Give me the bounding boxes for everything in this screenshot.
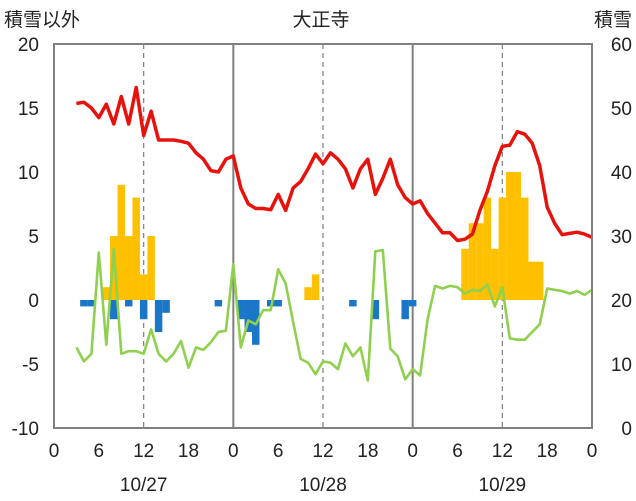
line-series — [75, 85, 593, 382]
right-axis-ticks: 0 10 20 30 40 50 60 — [611, 35, 632, 440]
blue-bar — [349, 300, 357, 307]
x-tick-label: 12 — [492, 441, 513, 462]
orange-bar — [124, 236, 133, 300]
orange-bar — [468, 223, 477, 300]
chart-title: 大正寺 — [292, 9, 349, 31]
x-axis-ticks: 0 6 12 18 0 6 12 18 0 6 12 18 0 — [49, 441, 598, 462]
orange-bar — [528, 261, 536, 300]
orange-bar — [535, 261, 544, 300]
blue-bar — [87, 300, 96, 307]
left-tick-label: -5 — [22, 355, 39, 376]
right-tick-label: 60 — [611, 35, 632, 56]
x-tick-label: 0 — [228, 441, 239, 462]
x-tick-label: 0 — [587, 441, 598, 462]
left-tick-label: 10 — [18, 163, 39, 184]
orange-bar — [139, 274, 148, 300]
right-tick-label: 30 — [611, 227, 632, 248]
orange-bar — [491, 248, 499, 300]
left-tick-label: -10 — [12, 419, 39, 440]
blue-bar — [408, 300, 417, 307]
left-axis-title: 積雪以外 — [4, 9, 80, 31]
orange-bar — [110, 236, 118, 300]
orange-bar — [506, 172, 514, 300]
right-tick-label: 10 — [611, 355, 632, 376]
right-tick-label: 0 — [621, 419, 632, 440]
orange-bar — [461, 248, 469, 300]
right-axis-title: 積雪 — [594, 9, 632, 31]
orange-bar — [521, 197, 529, 300]
blue-bar — [371, 300, 380, 320]
right-tick-label: 50 — [611, 99, 632, 120]
plot-frame — [53, 43, 593, 429]
x-tick-label: 0 — [49, 441, 60, 462]
x-tick-label: 0 — [407, 441, 418, 462]
x-tick-label: 12 — [133, 441, 154, 462]
left-tick-label: 5 — [28, 227, 39, 248]
blue-bar — [274, 300, 282, 307]
red-line — [76, 85, 593, 243]
left-tick-label: 20 — [18, 35, 39, 56]
orange-bar — [498, 197, 507, 300]
day-label: 10/28 — [299, 475, 347, 496]
orange-bar — [132, 197, 140, 300]
vertical-gridlines — [143, 44, 503, 428]
x-tick-label: 18 — [357, 441, 378, 462]
blue-bar — [237, 300, 245, 320]
orange-bar — [304, 287, 312, 300]
x-tick-label: 18 — [537, 441, 558, 462]
day-label: 10/29 — [479, 475, 527, 496]
bar-series — [80, 172, 544, 345]
green-line — [75, 247, 593, 382]
blue-bar — [139, 300, 148, 320]
blue-bar — [401, 300, 409, 320]
orange-bar — [483, 197, 492, 300]
orange-bar — [476, 223, 484, 300]
day-labels: 10/27 10/28 10/29 — [120, 475, 526, 496]
orange-bar — [147, 236, 155, 300]
right-tick-label: 20 — [611, 291, 632, 312]
orange-bar — [513, 172, 522, 300]
x-tick-label: 12 — [312, 441, 333, 462]
orange-bar — [311, 274, 320, 300]
blue-bar — [214, 300, 223, 307]
left-tick-label: 0 — [28, 291, 39, 312]
x-tick-label: 6 — [273, 441, 284, 462]
left-axis-ticks: -10 -5 0 5 10 15 20 — [12, 35, 39, 440]
x-tick-label: 6 — [452, 441, 463, 462]
x-tick-label: 18 — [178, 441, 199, 462]
right-tick-label: 40 — [611, 163, 632, 184]
blue-bar — [80, 300, 88, 307]
blue-bar — [110, 300, 118, 320]
blue-bar — [154, 300, 163, 332]
orange-bar — [102, 287, 111, 300]
x-tick-label: 6 — [94, 441, 105, 462]
day-label: 10/27 — [120, 475, 168, 496]
blue-bar — [244, 300, 253, 332]
left-tick-label: 15 — [18, 99, 39, 120]
blue-bar — [162, 300, 170, 313]
orange-bar — [117, 184, 125, 300]
blue-bar — [124, 300, 133, 307]
